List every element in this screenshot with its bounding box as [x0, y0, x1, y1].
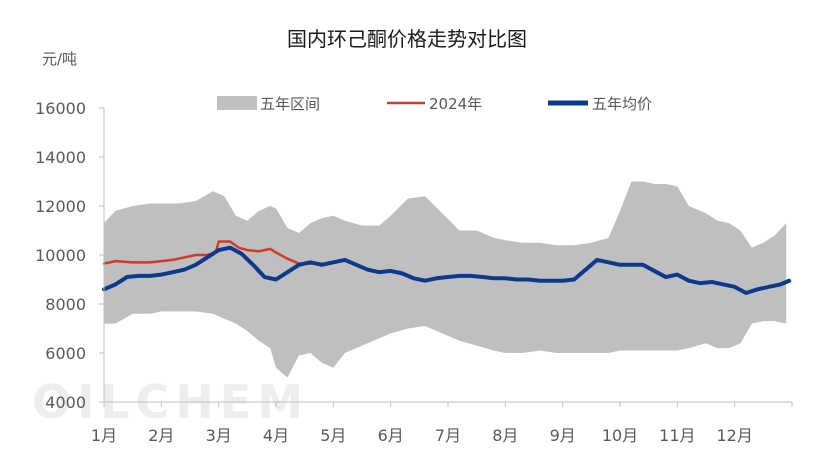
- x-tick-label: 10月: [602, 426, 638, 445]
- x-tick-label: 2月: [148, 426, 174, 445]
- series-2024-line: [102, 240, 332, 265]
- x-tick-label: 3月: [206, 426, 232, 445]
- legend-label-avg: 五年均价: [592, 95, 652, 113]
- x-tick-label: 6月: [378, 426, 404, 445]
- y-tick-label: 12000: [35, 197, 86, 216]
- x-tick-label: 12月: [716, 426, 752, 445]
- chart-title: 国内环己酮价格走势对比图: [287, 27, 527, 51]
- legend-label-range: 五年区间: [260, 95, 320, 113]
- y-tick-label: 10000: [35, 246, 86, 265]
- x-tick-label: 11月: [659, 426, 695, 445]
- five-year-range-area: [104, 181, 787, 378]
- y-tick-label: 4000: [45, 393, 86, 412]
- y-tick-label: 8000: [45, 295, 86, 314]
- axes: 4000 6000 8000 10000 12000 14000 16000 1月 2月 3月 4月…: [35, 99, 793, 445]
- x-tick-label: 9月: [550, 426, 576, 445]
- y-tick-label: 14000: [35, 148, 86, 167]
- legend-swatch-range: [217, 96, 257, 110]
- legend-label-2024: 2024年: [429, 95, 482, 113]
- plot-area: [102, 181, 792, 378]
- y-tick-label: 6000: [45, 344, 86, 363]
- x-tick-label: 8月: [492, 426, 518, 445]
- x-tick-label: 5月: [320, 426, 346, 445]
- y-tick-label: 16000: [35, 99, 86, 118]
- y-axis-unit: 元/吨: [42, 50, 77, 68]
- x-tick-label: 7月: [435, 426, 461, 445]
- x-tick-label: 4月: [263, 426, 289, 445]
- x-tick-label: 1月: [91, 426, 117, 445]
- five-year-average-line: [102, 245, 792, 295]
- legend: 五年区间 2024年 五年均价: [217, 95, 652, 113]
